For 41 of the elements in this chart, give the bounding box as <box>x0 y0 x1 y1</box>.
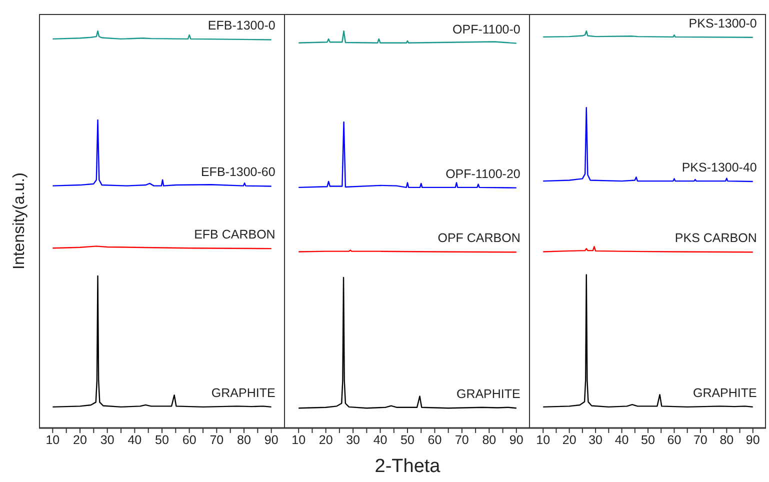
series-label: OPF-1100-20 <box>446 166 520 181</box>
x-tick-label: 20 <box>73 432 87 447</box>
series-label: EFB CARBON <box>194 228 276 242</box>
y-axis-title: Intensity(a.u.) <box>11 172 28 270</box>
x-tick-label: 60 <box>667 432 682 447</box>
x-tick-label: 70 <box>454 432 469 447</box>
series-label: PKS-1300-40 <box>682 160 757 174</box>
x-tick-label: 50 <box>400 432 414 447</box>
x-tick-label: 10 <box>46 432 60 447</box>
x-tick-label: 20 <box>562 432 576 447</box>
x-tick-label: 90 <box>746 432 760 447</box>
x-tick-label: 70 <box>693 432 708 447</box>
series-label: PKS CARBON <box>674 231 757 246</box>
x-tick-label: 80 <box>720 432 734 447</box>
series-label: EFB-1300-0 <box>208 18 276 33</box>
series-label: EFB-1300-60 <box>200 165 276 180</box>
x-tick-label: 40 <box>373 432 388 447</box>
x-tick-label: 10 <box>292 432 306 447</box>
x-tick-label: 80 <box>482 432 496 447</box>
x-tick-label: 30 <box>100 432 114 447</box>
series-label: GRAPHITE <box>692 386 757 400</box>
x-tick-label: 80 <box>237 432 251 447</box>
series-label: GRAPHITE <box>211 386 276 400</box>
x-tick-label: 30 <box>588 432 603 447</box>
x-tick-label: 70 <box>210 432 224 447</box>
x-tick-label: 90 <box>264 432 278 447</box>
x-tick-label: 60 <box>182 432 196 447</box>
x-tick-label: 20 <box>318 432 333 447</box>
series-label: PKS-1300-0 <box>688 16 757 30</box>
x-tick-label: 50 <box>641 432 655 447</box>
x-tick-label: 10 <box>536 432 550 447</box>
x-tick-label: 50 <box>155 432 169 447</box>
x-tick-label: 40 <box>614 432 629 447</box>
x-tick-label: 60 <box>428 432 442 447</box>
x-axis-title: 2-Theta <box>374 456 442 478</box>
series-label: GRAPHITE <box>456 387 520 402</box>
series-label: OPF CARBON <box>438 231 520 246</box>
series-label: OPF-1100-0 <box>452 22 520 36</box>
x-tick-label: 40 <box>128 432 142 447</box>
x-tick-label: 30 <box>346 432 360 447</box>
x-tick-label: 90 <box>509 432 524 447</box>
